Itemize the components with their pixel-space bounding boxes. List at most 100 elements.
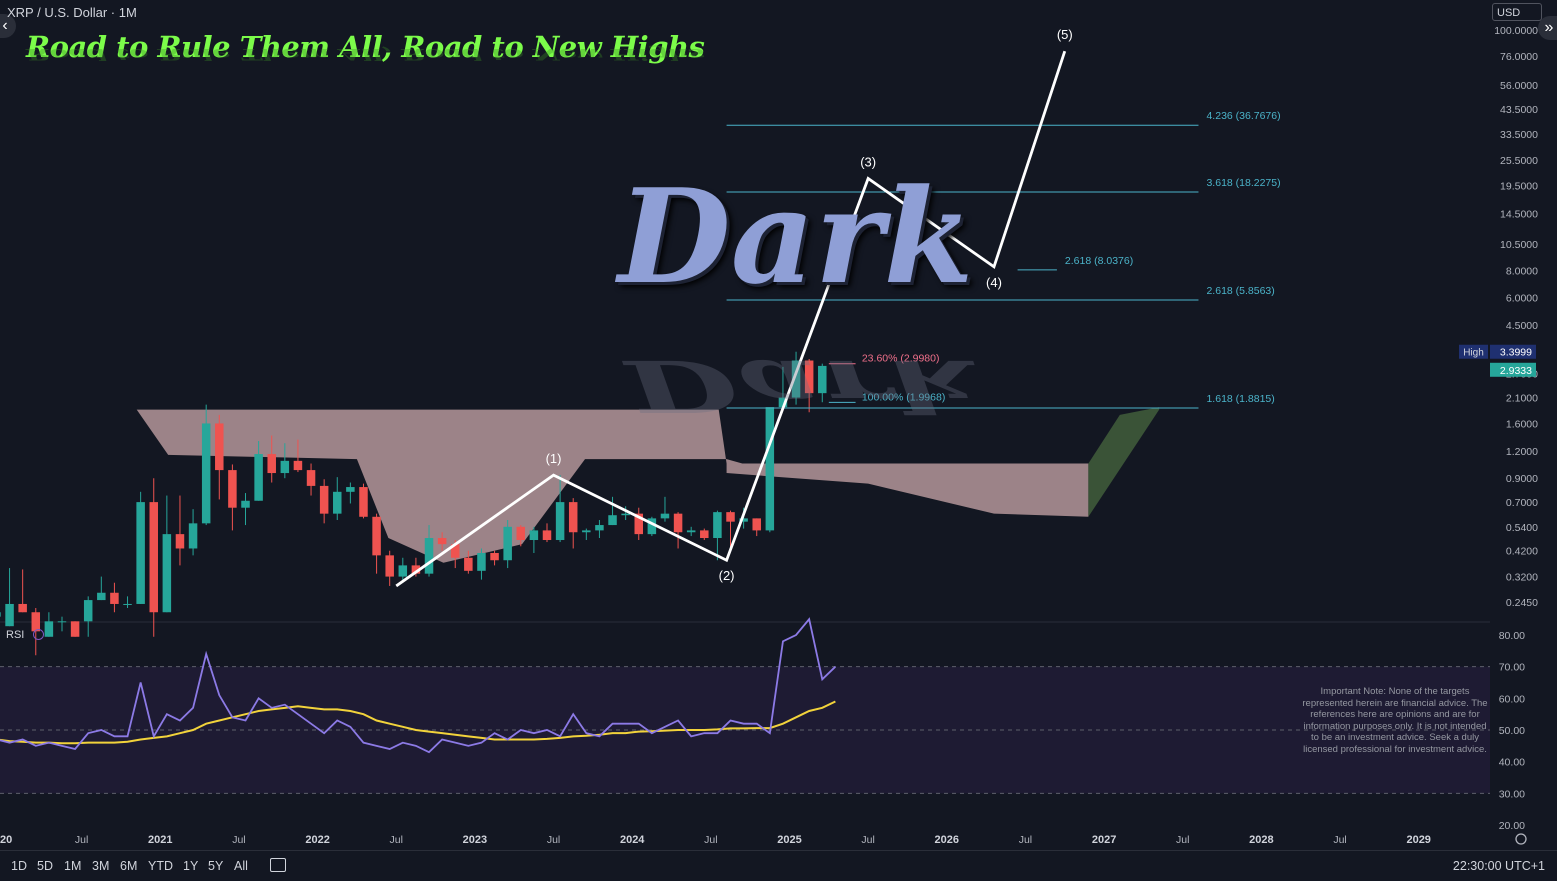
calendar-icon[interactable] — [270, 858, 286, 872]
candle — [608, 515, 617, 526]
price-tick: 0.4200 — [1506, 546, 1538, 558]
x-tick: 2028 — [1249, 834, 1273, 846]
candle — [634, 513, 644, 535]
x-tick: Jul — [861, 834, 874, 846]
timeframe-3m[interactable]: 3M — [92, 859, 110, 873]
candle — [686, 530, 696, 533]
rsi-tick: 60.00 — [1499, 693, 1525, 705]
x-tick: 2022 — [305, 834, 329, 846]
rsi-label: RSI — [6, 629, 25, 641]
x-tick: 2029 — [1406, 834, 1430, 846]
x-tick: Jul — [390, 834, 403, 846]
candle — [57, 621, 67, 623]
chevron-right-icon[interactable]: » — [1538, 16, 1557, 40]
candle — [280, 460, 290, 474]
candle — [424, 538, 434, 574]
bottom-toolbar: 1D 5D 1M 3M 6M YTD 1Y 5Y All 22:30:00 UTC+1 — [0, 850, 1557, 881]
candle — [464, 557, 473, 571]
watermark-reflection: Dark — [625, 343, 981, 428]
x-tick: 2021 — [148, 834, 172, 846]
x-tick: 2023 — [463, 834, 487, 846]
currency-selector[interactable]: USD — [1492, 3, 1542, 21]
candle — [18, 603, 27, 613]
timeframe-6m[interactable]: 6M — [120, 859, 138, 873]
chart-title-reflection: Road to Rule Them All, Road to New Highs — [26, 45, 705, 64]
x-tick: Jul — [547, 834, 560, 846]
candle — [267, 454, 276, 474]
rsi-ma-line — [0, 700, 836, 745]
candle — [0, 612, 1, 617]
candle — [660, 513, 670, 519]
x-tick: 020 — [0, 834, 12, 846]
candle — [188, 523, 198, 549]
candle — [31, 612, 41, 632]
candle — [791, 360, 801, 398]
candle — [752, 518, 761, 531]
x-tick: 2026 — [935, 834, 959, 846]
candle — [529, 530, 539, 541]
candle — [201, 423, 211, 524]
clock: 22:30:00 UTC+1 — [1452, 859, 1545, 873]
price-tick: 19.5000 — [1500, 180, 1538, 192]
x-tick: 2024 — [620, 834, 645, 846]
candle — [228, 470, 237, 508]
x-tick: 2025 — [777, 834, 801, 846]
candle — [97, 592, 106, 601]
candle — [70, 621, 80, 637]
candle — [713, 512, 722, 539]
candle — [241, 500, 250, 508]
price-tick: 0.9000 — [1506, 473, 1538, 485]
x-tick: Jul — [704, 834, 717, 846]
timeframe-5d[interactable]: 5D — [37, 859, 53, 873]
price-tick: 0.2450 — [1506, 597, 1538, 609]
timeframe-1d[interactable]: 1D — [11, 859, 27, 873]
candle — [136, 502, 145, 604]
timeframe-all[interactable]: All — [234, 859, 248, 873]
price-tick: 4.5000 — [1506, 320, 1538, 332]
wave-label: (4) — [986, 275, 1002, 290]
price-tick: 8.0000 — [1506, 265, 1538, 277]
price-tick: 0.7000 — [1506, 497, 1538, 509]
price-tick: 43.5000 — [1500, 104, 1538, 116]
price-tick: 10.5000 — [1500, 239, 1538, 251]
settings-icon[interactable] — [33, 629, 44, 640]
rsi-tick: 30.00 — [1499, 788, 1525, 800]
candle — [83, 600, 93, 622]
candle — [555, 502, 565, 541]
wave-label: (2) — [719, 568, 735, 583]
candle — [582, 530, 591, 533]
fib-level-label: 2.618 (8.0376) — [1065, 255, 1133, 267]
candle — [503, 526, 512, 561]
timeframe-1y[interactable]: 1Y — [183, 859, 199, 873]
candle — [411, 565, 421, 574]
last-price: 2.9333 — [1500, 365, 1532, 377]
candle — [398, 565, 408, 577]
x-tick: Jul — [232, 834, 245, 846]
rsi-line — [0, 617, 837, 754]
timeframe-ytd[interactable]: YTD — [148, 859, 173, 873]
candle — [372, 516, 381, 556]
elliott-wave-path — [395, 50, 1067, 588]
price-tick: 2.1000 — [1506, 393, 1538, 405]
timeframe-1m[interactable]: 1M — [64, 859, 82, 873]
candle — [739, 518, 748, 522]
price-tick: 25.5000 — [1500, 155, 1538, 167]
candle — [44, 621, 54, 637]
watermark-text: Dark — [618, 160, 974, 313]
price-tick: 0.3200 — [1506, 572, 1538, 584]
candle — [765, 407, 775, 531]
chevron-left-icon[interactable]: ‹ — [0, 14, 16, 38]
candle — [5, 603, 14, 627]
price-tick: 33.5000 — [1500, 129, 1538, 141]
timeframe-5y[interactable]: 5Y — [208, 859, 224, 873]
fib-level-label: 1.618 (1.8815) — [1206, 393, 1274, 405]
disclaimer-note: Important Note: None of the targets repr… — [1302, 686, 1488, 755]
ichimoku-cloud-lower — [726, 463, 1089, 517]
candle — [818, 365, 827, 394]
high-badge — [1459, 344, 1488, 359]
x-tick: Jul — [75, 834, 88, 846]
price-tick: 6.0000 — [1506, 293, 1538, 305]
candle — [346, 487, 355, 492]
candle — [293, 460, 303, 471]
